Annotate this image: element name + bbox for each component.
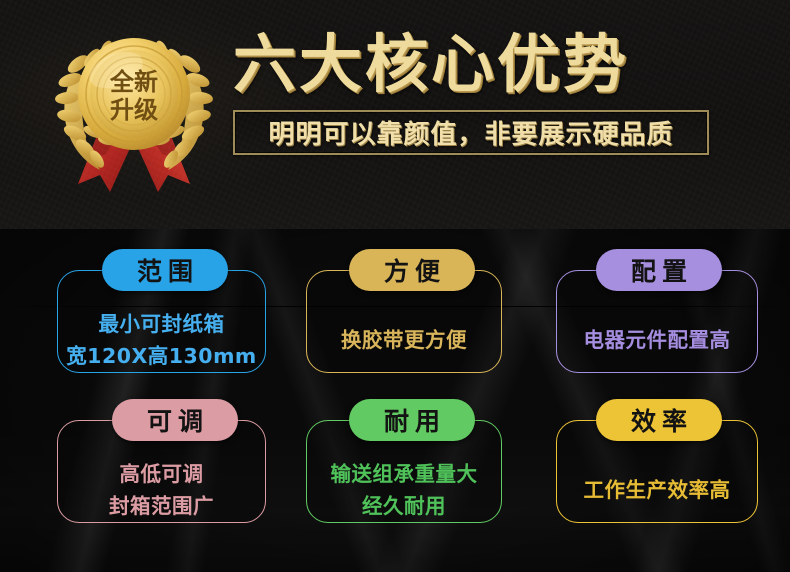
advantage-card-line: 换胶带更方便 — [341, 328, 467, 352]
advantage-card: 方便换胶带更方便 — [306, 249, 502, 373]
advantage-card-line: 经久耐用 — [362, 494, 446, 518]
advantage-card-line: 宽120X高130mm — [66, 344, 257, 368]
advantage-card-pill-label: 效率 — [630, 407, 693, 436]
page-subtitle: 明明可以靠颜值，非要展示硬品质 — [268, 120, 674, 150]
banner-header: 全新 升级 六大核心优势 明明可以靠颜值，非要展示硬品质 — [0, 0, 790, 229]
advantage-card-pill: 配置 — [596, 249, 722, 291]
badge-line2-text: 升级 — [110, 96, 158, 124]
advantage-card: 配置电器元件配置高 — [556, 249, 758, 373]
advantage-card-pill-label: 方便 — [383, 257, 446, 286]
advantage-card-pill-label: 可调 — [146, 407, 209, 436]
advantage-card-line: 高低可调 — [119, 462, 204, 486]
advantage-card-body: 高低可调 封箱范围广 — [63, 459, 260, 521]
advantage-card: 效率工作生产效率高 — [556, 399, 758, 523]
advantage-card: 耐用输送组承重量大 经久耐用 — [306, 399, 502, 523]
advantage-card-line: 输送组承重量大 — [330, 462, 478, 486]
advantage-card-pill: 可调 — [112, 399, 238, 441]
advantage-card-body: 电器元件配置高 — [562, 315, 752, 365]
advantage-card-pill-label: 耐用 — [383, 407, 446, 436]
advantage-card-pill-label: 范围 — [136, 257, 199, 286]
advantage-card-body: 换胶带更方便 — [312, 315, 496, 365]
advantage-card-body: 输送组承重量大 经久耐用 — [312, 459, 496, 521]
advantages-grid: 范围 最小可封纸箱 宽120X高130mm 方便 换胶带更方便 配置 电器元件配置高 可调 高低… — [0, 229, 790, 572]
advantage-card-body: 工作生产效率高 — [562, 465, 752, 515]
subtitle-frame: 明明可以靠颜值，非要展示硬品质 — [233, 110, 709, 155]
advantage-card-line: 封箱范围广 — [109, 494, 214, 518]
advantage-card-line: 工作生产效率高 — [583, 478, 731, 502]
advantage-card: 可调高低可调封箱范围广 — [57, 399, 266, 523]
advantage-card-body: 最小可封纸箱宽120X高130mm — [63, 309, 260, 371]
page-title: 六大核心优势 — [233, 28, 629, 101]
advantage-card-pill: 耐用 — [349, 399, 475, 441]
advantage-card-line: 最小可封纸箱 — [98, 312, 225, 336]
advantage-card-pill: 范围 — [102, 249, 228, 291]
advantage-card-pill: 效率 — [596, 399, 722, 441]
advantage-card-pill-label: 配置 — [630, 257, 693, 286]
badge-line1-text: 全新 — [109, 68, 158, 96]
advantage-card-pill: 方便 — [349, 249, 475, 291]
advantage-card-line: 电器元件配置高 — [583, 328, 731, 352]
advantage-card: 范围最小可封纸箱宽120X高130mm — [57, 249, 266, 373]
gold-medal-ribbon-icon: 全新 升级 — [48, 22, 220, 192]
